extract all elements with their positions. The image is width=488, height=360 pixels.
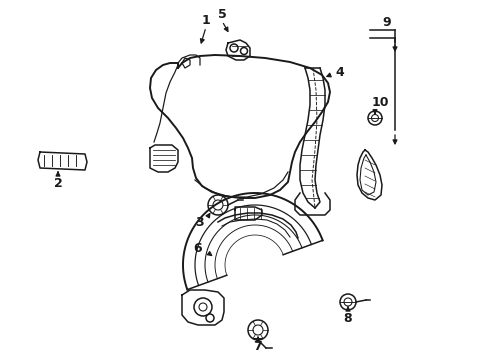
Text: 2: 2 bbox=[54, 176, 62, 189]
Text: 9: 9 bbox=[382, 15, 390, 28]
Text: 7: 7 bbox=[253, 341, 262, 354]
Text: 3: 3 bbox=[195, 216, 204, 229]
Text: 10: 10 bbox=[370, 95, 388, 108]
Text: 8: 8 bbox=[343, 311, 351, 324]
Text: 5: 5 bbox=[217, 8, 226, 21]
Text: 4: 4 bbox=[335, 66, 344, 78]
Text: 1: 1 bbox=[201, 14, 210, 27]
Text: 6: 6 bbox=[193, 242, 202, 255]
